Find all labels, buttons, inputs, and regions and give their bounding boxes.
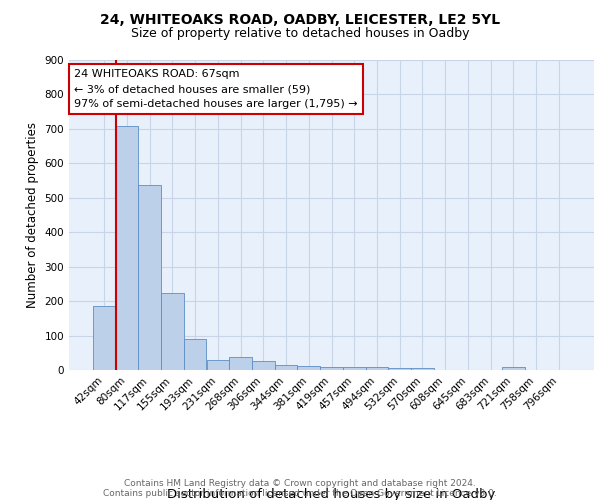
Text: 24 WHITEOAKS ROAD: 67sqm
← 3% of detached houses are smaller (59)
97% of semi-de: 24 WHITEOAKS ROAD: 67sqm ← 3% of detache… <box>74 70 358 109</box>
Bar <box>275 365 298 370</box>
Bar <box>298 366 320 370</box>
Text: Size of property relative to detached houses in Oadby: Size of property relative to detached ho… <box>131 28 469 40</box>
Bar <box>502 367 524 370</box>
Bar <box>252 362 275 370</box>
Bar <box>411 368 434 370</box>
Bar <box>229 357 252 370</box>
Text: Contains HM Land Registry data © Crown copyright and database right 2024.: Contains HM Land Registry data © Crown c… <box>124 478 476 488</box>
Bar <box>206 360 229 370</box>
Bar <box>343 366 365 370</box>
Bar <box>161 292 184 370</box>
Text: Contains public sector information licensed under the Open Government Licence v3: Contains public sector information licen… <box>103 488 497 498</box>
Bar <box>93 306 116 370</box>
Bar <box>365 366 388 370</box>
Bar <box>388 368 411 370</box>
X-axis label: Distribution of detached houses by size in Oadby: Distribution of detached houses by size … <box>167 488 496 500</box>
Bar <box>320 366 343 370</box>
Bar <box>116 126 139 370</box>
Text: 24, WHITEOAKS ROAD, OADBY, LEICESTER, LE2 5YL: 24, WHITEOAKS ROAD, OADBY, LEICESTER, LE… <box>100 12 500 26</box>
Bar <box>139 185 161 370</box>
Y-axis label: Number of detached properties: Number of detached properties <box>26 122 39 308</box>
Bar <box>184 339 206 370</box>
